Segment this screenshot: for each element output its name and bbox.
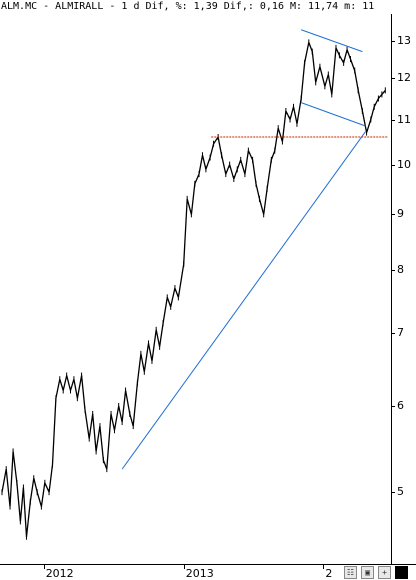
- y-tick-label: 7: [397, 326, 404, 340]
- trendline: [121, 131, 366, 470]
- plot-area[interactable]: [0, 14, 392, 564]
- y-tick-mark: [392, 78, 395, 80]
- y-tick-mark: [392, 40, 395, 42]
- trendline: [300, 29, 363, 53]
- y-tick-mark: [392, 119, 395, 121]
- price-series-line: [1, 42, 386, 537]
- x-tick-label: 2013: [185, 567, 214, 580]
- y-tick-label: 10: [397, 157, 411, 171]
- x-tick-label: 2012: [45, 567, 74, 580]
- x-tick-label: 2: [325, 567, 333, 580]
- y-tick-label: 11: [397, 112, 411, 126]
- x-tick-mark: [43, 565, 45, 569]
- chart-toolbar: ☷ ▣ +: [344, 566, 408, 579]
- x-tick-mark: [183, 565, 185, 569]
- y-tick-label: 12: [397, 71, 411, 85]
- price-axis: 5 6 7 8 9 10 11 12 13: [392, 14, 416, 564]
- y-tick-label: 9: [397, 207, 404, 221]
- chart-settings-icon[interactable]: ☷: [344, 566, 357, 579]
- plus-icon[interactable]: +: [378, 566, 391, 579]
- y-tick-mark: [392, 406, 395, 407]
- y-tick-label: 13: [397, 33, 411, 47]
- y-tick-mark: [392, 333, 395, 335]
- y-tick-label: 8: [397, 263, 404, 277]
- black-square-icon[interactable]: [395, 566, 408, 579]
- y-tick-mark: [392, 492, 395, 494]
- y-tick-mark: [392, 270, 395, 272]
- y-tick-mark: [392, 164, 395, 166]
- y-tick-label: 6: [397, 399, 404, 412]
- price-chart-svg[interactable]: [0, 14, 392, 564]
- y-tick-label: 5: [397, 485, 404, 499]
- trendline: [300, 102, 366, 127]
- save-icon[interactable]: ▣: [361, 566, 374, 579]
- y-tick-mark: [392, 214, 395, 216]
- date-axis: 2012 2013 2: [0, 564, 416, 580]
- chart-title-bar: ALM.MC - ALMIRALL - 1 d Dif, %: 1,39 Dif…: [1, 1, 375, 12]
- x-tick-mark: [323, 565, 325, 569]
